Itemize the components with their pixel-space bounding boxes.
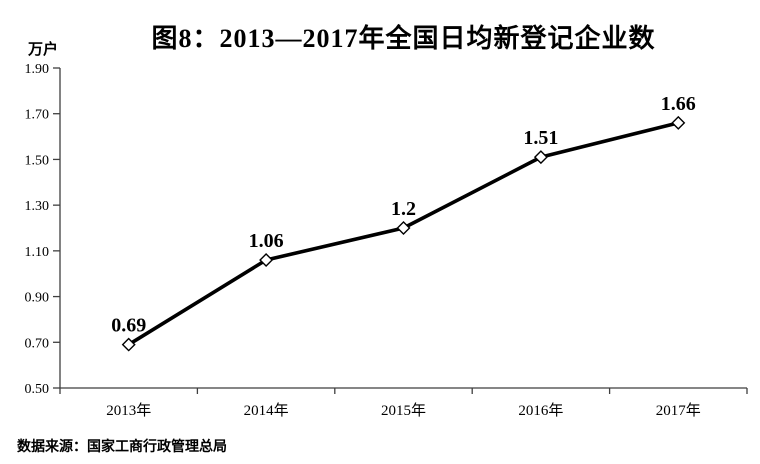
chart-title: 图8：2013—2017年全国日均新登记企业数 [151, 24, 656, 53]
y-tick-label: 0.70 [25, 336, 50, 351]
data-point-label: 1.66 [661, 93, 696, 115]
y-tick-label: 1.70 [25, 108, 50, 123]
y-tick-label: 1.90 [25, 62, 50, 77]
y-tick-label: 1.10 [25, 245, 50, 260]
x-tick-label: 2016年 [518, 402, 563, 419]
x-tick-label: 2017年 [656, 402, 701, 419]
data-point-label: 1.51 [523, 127, 558, 149]
x-tick-label: 2013年 [106, 402, 151, 419]
data-point-marker [121, 337, 136, 352]
data-point-label: 1.2 [391, 198, 416, 220]
y-tick-label: 0.50 [25, 382, 50, 397]
data-point-marker [671, 115, 686, 130]
y-tick-label: 1.30 [25, 199, 50, 214]
data-point-marker [396, 221, 411, 235]
source-note: 数据来源：国家工商行政管理总局 [17, 438, 227, 454]
y-axis-unit-label: 万户 [28, 41, 59, 58]
data-point-label: 1.06 [249, 230, 284, 252]
x-tick-label: 2015年 [381, 402, 426, 419]
y-tick-label: 0.90 [25, 291, 50, 306]
data-point-marker [259, 253, 274, 267]
data-point-label: 0.69 [111, 315, 146, 337]
data-point-marker [533, 150, 548, 165]
y-tick-label: 1.50 [25, 153, 50, 168]
x-tick-label: 2014年 [244, 402, 289, 419]
